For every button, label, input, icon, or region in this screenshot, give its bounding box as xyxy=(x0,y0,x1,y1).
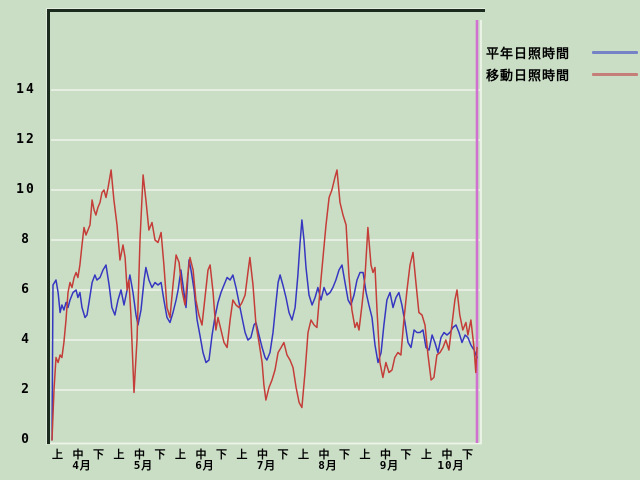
y-axis-tick-label: 10 xyxy=(16,182,36,197)
x-axis-jun-label: 下 xyxy=(154,448,166,461)
x-axis-jun-label: 下 xyxy=(216,448,227,461)
x-axis-jun-label: 上 xyxy=(113,448,125,461)
y-axis-tick-label: 12 xyxy=(16,132,36,147)
x-axis-jun-label: 中 xyxy=(72,448,84,461)
x-axis-jun-label: 上 xyxy=(298,448,309,461)
x-axis-jun-label: 中 xyxy=(134,448,145,461)
x-axis-jun-label: 上 xyxy=(236,448,248,461)
y-axis-tick-label: 6 xyxy=(21,282,31,297)
x-axis-month-label: 7月 xyxy=(256,459,277,472)
y-axis-tick-label: 8 xyxy=(21,232,31,247)
x-axis-month-label: 5月 xyxy=(133,459,154,472)
x-axis-jun-label: 中 xyxy=(257,448,268,461)
x-axis-jun-label: 上 xyxy=(175,448,186,461)
y-axis-tick-label: 0 xyxy=(21,432,31,447)
legend-line-sample-heinen xyxy=(592,50,638,54)
x-axis-jun-label: 下 xyxy=(93,448,104,461)
x-axis-jun-label: 下 xyxy=(277,448,289,461)
legend-label-heinen: 平年日照時間 xyxy=(486,46,571,62)
x-axis-jun-label: 下 xyxy=(339,448,350,461)
x-axis-jun-label: 中 xyxy=(380,448,391,461)
x-axis-jun-label: 中 xyxy=(195,448,207,461)
x-axis-jun-label: 中 xyxy=(441,448,453,461)
x-axis-month-label: 10月 xyxy=(437,459,465,472)
y-axis-tick-label: 2 xyxy=(21,382,31,397)
x-axis-jun-label: 下 xyxy=(462,448,473,461)
x-axis-month-label: 4月 xyxy=(72,459,92,472)
legend-row-heinen: 平年日照時間 xyxy=(486,44,638,62)
legend-label-ido: 移動日照時間 xyxy=(486,68,571,84)
legend-line-sample-ido xyxy=(592,72,638,76)
x-axis-month-label: 8月 xyxy=(318,459,338,472)
legend-row-ido: 移動日照時間 xyxy=(486,66,638,84)
x-axis-jun-label: 上 xyxy=(52,448,63,461)
y-axis-tick-label: 4 xyxy=(21,332,31,347)
x-axis-jun-label: 上 xyxy=(359,448,371,461)
x-axis-month-label: 6月 xyxy=(195,459,215,472)
x-axis-month-label: 9月 xyxy=(379,459,400,472)
x-axis-jun-label: 上 xyxy=(421,448,432,461)
x-axis-jun-label: 中 xyxy=(318,448,330,461)
y-axis-tick-label: 14 xyxy=(16,82,36,97)
x-axis-jun-label: 下 xyxy=(400,448,412,461)
